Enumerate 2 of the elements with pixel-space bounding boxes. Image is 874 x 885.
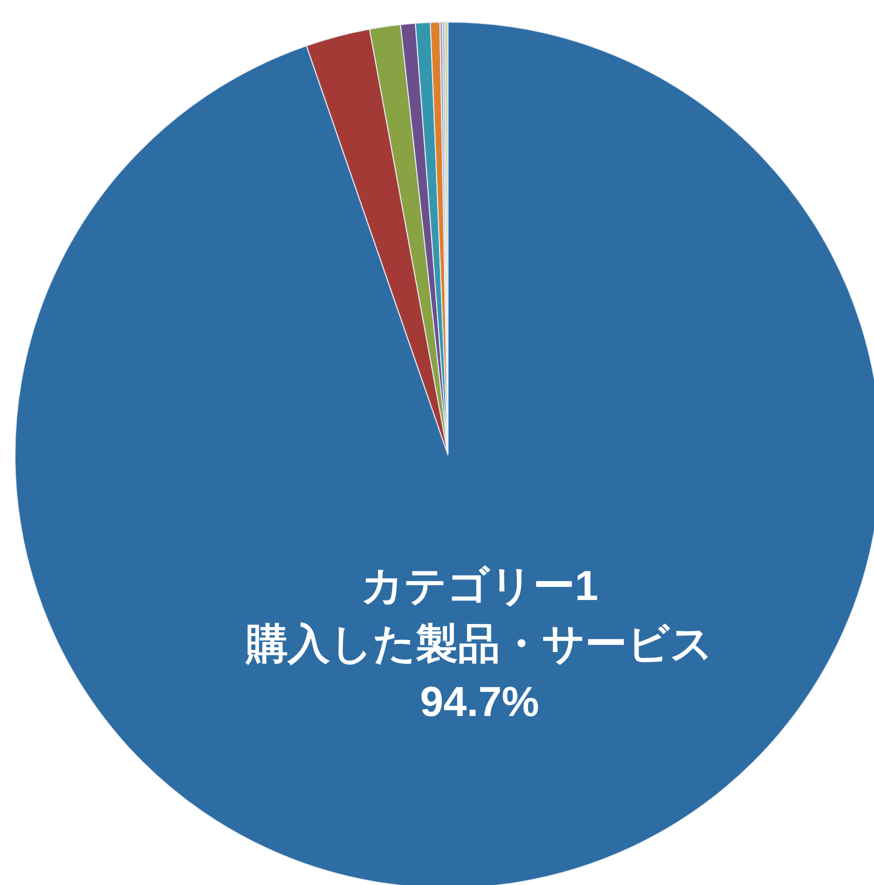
data-label: 94.7% [420,677,540,724]
slice-label: カテゴリー1 購入した製品・サービス [245,561,714,666]
